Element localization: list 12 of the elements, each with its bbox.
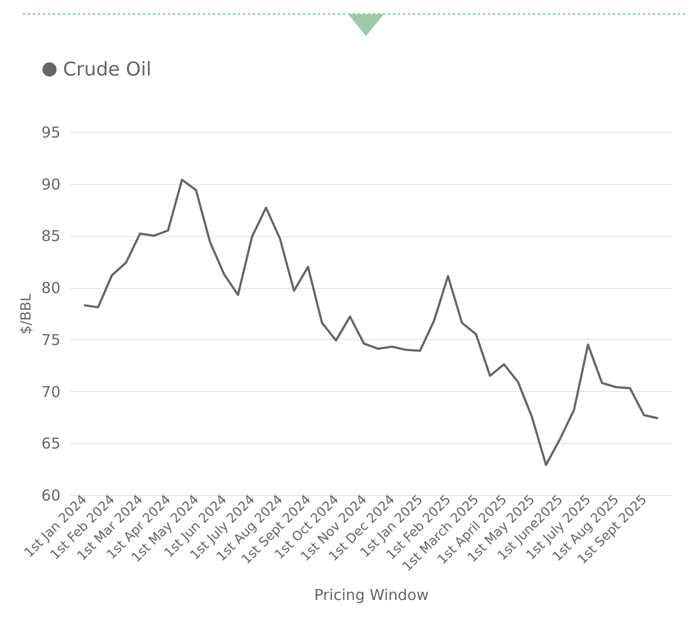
y-tick-label: 70: [41, 382, 60, 401]
y-tick-label: 60: [41, 486, 60, 504]
y-axis-title: $/BBL: [18, 293, 34, 334]
x-axis-title: Pricing Window: [314, 586, 429, 604]
legend-label: Crude Oil: [63, 58, 152, 80]
y-tick-label: 65: [41, 434, 60, 453]
y-tick-label: 80: [41, 279, 60, 298]
y-tick-label: 90: [41, 175, 60, 194]
y-tick-label: 95: [41, 124, 60, 142]
line-series: [82, 178, 660, 466]
y-tick-label: 75: [41, 330, 60, 349]
y-tick-label: 85: [41, 227, 60, 246]
